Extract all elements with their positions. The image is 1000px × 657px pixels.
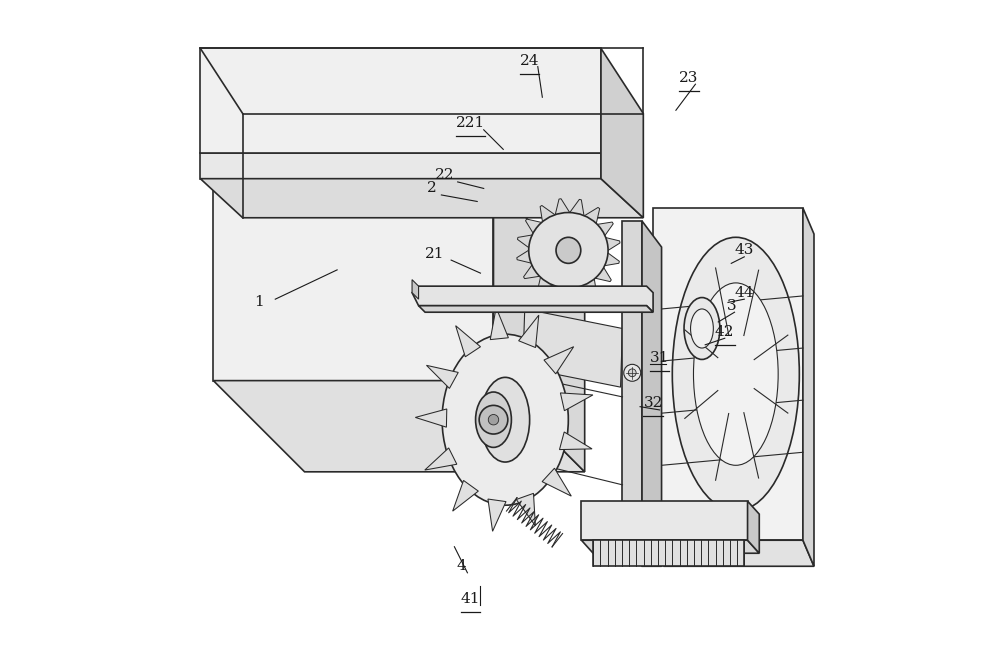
Polygon shape: [593, 540, 744, 566]
Polygon shape: [453, 480, 478, 511]
Polygon shape: [582, 278, 597, 295]
Ellipse shape: [556, 237, 581, 263]
Text: 31: 31: [650, 351, 669, 365]
Polygon shape: [517, 235, 534, 249]
Polygon shape: [594, 266, 611, 282]
Polygon shape: [560, 393, 593, 411]
Ellipse shape: [442, 334, 568, 505]
Ellipse shape: [476, 392, 511, 447]
Text: 32: 32: [643, 396, 663, 411]
Polygon shape: [559, 432, 592, 449]
Polygon shape: [584, 208, 600, 225]
Polygon shape: [537, 276, 553, 293]
Text: 24: 24: [520, 55, 539, 68]
Polygon shape: [596, 222, 613, 237]
Polygon shape: [419, 306, 653, 312]
Polygon shape: [200, 152, 601, 179]
Circle shape: [479, 405, 508, 434]
Text: 41: 41: [461, 592, 480, 606]
Circle shape: [488, 415, 499, 425]
Polygon shape: [622, 540, 662, 566]
Text: 2: 2: [427, 181, 436, 195]
Polygon shape: [803, 208, 814, 566]
Ellipse shape: [672, 237, 799, 511]
Polygon shape: [604, 237, 620, 252]
Polygon shape: [642, 221, 662, 566]
Text: 42: 42: [715, 325, 734, 339]
Polygon shape: [581, 540, 759, 553]
Polygon shape: [601, 49, 643, 217]
Text: 23: 23: [679, 71, 699, 85]
Polygon shape: [425, 448, 457, 470]
Polygon shape: [493, 185, 585, 472]
Polygon shape: [540, 206, 555, 223]
Polygon shape: [415, 409, 447, 427]
Text: 44: 44: [735, 286, 754, 300]
Polygon shape: [581, 501, 748, 540]
Polygon shape: [524, 263, 541, 279]
Text: 221: 221: [456, 116, 485, 130]
Polygon shape: [516, 493, 535, 526]
Polygon shape: [622, 221, 642, 540]
Circle shape: [628, 369, 636, 376]
Text: 22: 22: [435, 168, 454, 183]
Polygon shape: [526, 219, 543, 235]
Polygon shape: [488, 499, 506, 532]
Polygon shape: [412, 286, 653, 312]
Polygon shape: [490, 307, 508, 340]
Ellipse shape: [684, 298, 720, 359]
Text: 21: 21: [425, 246, 445, 261]
Polygon shape: [517, 249, 533, 263]
Polygon shape: [213, 185, 493, 380]
Polygon shape: [213, 380, 585, 472]
Polygon shape: [519, 315, 539, 348]
Text: 3: 3: [726, 299, 736, 313]
Polygon shape: [200, 49, 601, 152]
Polygon shape: [603, 252, 619, 266]
Ellipse shape: [691, 309, 713, 348]
Ellipse shape: [529, 213, 608, 288]
Polygon shape: [412, 280, 419, 299]
Text: 1: 1: [254, 296, 264, 309]
Polygon shape: [523, 309, 622, 387]
Polygon shape: [555, 198, 570, 215]
Text: 4: 4: [456, 559, 466, 574]
Polygon shape: [570, 199, 584, 216]
Ellipse shape: [481, 377, 530, 462]
Circle shape: [624, 365, 641, 381]
Text: 43: 43: [735, 243, 754, 258]
Polygon shape: [426, 365, 458, 388]
Polygon shape: [567, 286, 582, 302]
Polygon shape: [200, 179, 643, 217]
Polygon shape: [653, 540, 814, 566]
Polygon shape: [456, 326, 480, 357]
Polygon shape: [544, 347, 574, 374]
Polygon shape: [748, 501, 759, 553]
Polygon shape: [653, 208, 803, 540]
Ellipse shape: [693, 283, 778, 465]
Polygon shape: [542, 468, 571, 496]
Polygon shape: [553, 284, 567, 302]
